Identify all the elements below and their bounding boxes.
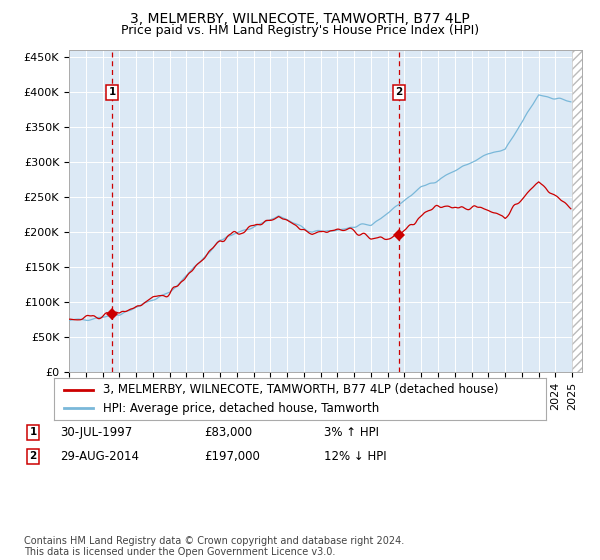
- Text: 29-AUG-2014: 29-AUG-2014: [60, 450, 139, 463]
- Text: 3% ↑ HPI: 3% ↑ HPI: [324, 426, 379, 439]
- Text: 1: 1: [109, 87, 116, 97]
- Text: Contains HM Land Registry data © Crown copyright and database right 2024.
This d: Contains HM Land Registry data © Crown c…: [24, 535, 404, 557]
- Text: £197,000: £197,000: [204, 450, 260, 463]
- Text: £83,000: £83,000: [204, 426, 252, 439]
- Text: 1: 1: [29, 427, 37, 437]
- Text: 30-JUL-1997: 30-JUL-1997: [60, 426, 132, 439]
- Text: 12% ↓ HPI: 12% ↓ HPI: [324, 450, 386, 463]
- Text: HPI: Average price, detached house, Tamworth: HPI: Average price, detached house, Tamw…: [103, 402, 379, 415]
- Text: 2: 2: [29, 451, 37, 461]
- Text: 3, MELMERBY, WILNECOTE, TAMWORTH, B77 4LP (detached house): 3, MELMERBY, WILNECOTE, TAMWORTH, B77 4L…: [103, 383, 499, 396]
- Text: 2: 2: [395, 87, 403, 97]
- Text: Price paid vs. HM Land Registry's House Price Index (HPI): Price paid vs. HM Land Registry's House …: [121, 24, 479, 36]
- Text: 3, MELMERBY, WILNECOTE, TAMWORTH, B77 4LP: 3, MELMERBY, WILNECOTE, TAMWORTH, B77 4L…: [130, 12, 470, 26]
